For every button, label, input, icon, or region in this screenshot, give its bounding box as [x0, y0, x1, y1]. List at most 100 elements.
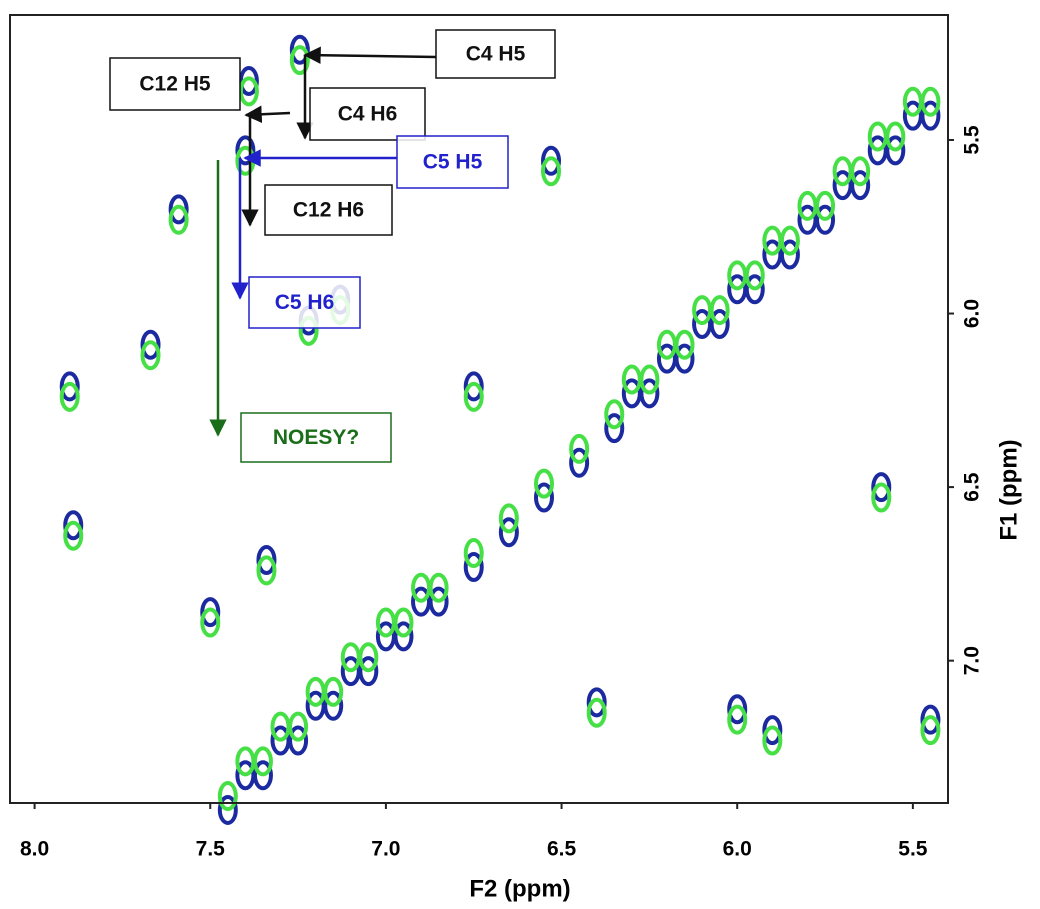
peak: [235, 746, 256, 777]
peak: [920, 715, 941, 746]
plot-frame: [9, 14, 949, 804]
x-axis-label: F2 (ppm): [469, 875, 570, 902]
annotations: C4 H5 C12 H5 C4 H6 C5 H5 C12 H6 C5 H6 NOESY?: [109, 29, 556, 463]
peak: [238, 76, 259, 107]
peak: [256, 545, 277, 576]
peak: [727, 704, 748, 735]
annotation-text: C4 H6: [338, 103, 398, 126]
peak: [902, 86, 923, 117]
peak: [140, 340, 161, 371]
annotation-text: C5 H5: [423, 151, 483, 174]
peak: [498, 503, 519, 534]
peak: [541, 145, 562, 176]
annotation-text: C12 H6: [293, 199, 364, 222]
peak: [498, 517, 519, 548]
peak: [867, 121, 888, 152]
peak: [692, 295, 713, 326]
peak: [541, 156, 562, 187]
peak: [463, 551, 484, 582]
peak: [411, 586, 432, 617]
x-tick-label: 6.0: [723, 838, 752, 861]
peak: [140, 329, 161, 360]
peak: [832, 170, 853, 201]
annotation-box: [109, 57, 241, 111]
peak: [235, 760, 256, 791]
peak: [727, 274, 748, 305]
peak: [902, 100, 923, 131]
annotation-text: C12 H5: [139, 73, 211, 96]
peak: [463, 381, 484, 412]
x-tick-label: 6.5: [547, 838, 577, 861]
peak: [621, 364, 642, 395]
y-tick-label: 6.0: [961, 299, 984, 328]
peak: [871, 472, 892, 503]
peak: [340, 642, 361, 673]
peak: [604, 399, 625, 430]
x-tick-label: 7.0: [371, 838, 400, 861]
peak: [692, 308, 713, 339]
annotation-text: C5 H6: [275, 291, 335, 314]
annotation-box: [264, 184, 393, 236]
peak: [762, 239, 783, 270]
peak: [569, 433, 590, 464]
peak: [762, 715, 783, 746]
peak: [832, 156, 853, 187]
peak: [200, 597, 221, 628]
peak: [797, 204, 818, 235]
peak: [168, 204, 189, 235]
peak: [463, 371, 484, 402]
annotation-box: [435, 29, 556, 79]
annotation-box: [240, 412, 392, 463]
peak: [656, 343, 677, 374]
peak: [586, 687, 607, 718]
peak: [270, 725, 291, 756]
annotation-arrow: [303, 46, 437, 64]
peak: [200, 607, 221, 638]
peak: [762, 225, 783, 256]
y-tick-label: 5.5: [961, 125, 984, 155]
peak: [305, 690, 326, 721]
y-tick-label: 7.0: [961, 646, 984, 675]
peak: [256, 555, 277, 586]
peak: [305, 676, 326, 707]
peak: [871, 482, 892, 513]
peak: [604, 413, 625, 444]
peak: [340, 656, 361, 687]
peak: [63, 510, 84, 541]
annotation-text: C4 H5: [466, 43, 526, 66]
peak: [59, 381, 80, 412]
peak: [217, 781, 238, 812]
peak: [586, 697, 607, 728]
y-tick-label: 6.5: [961, 472, 984, 502]
peak: [375, 621, 396, 652]
peak: [762, 725, 783, 756]
annotation-box: [248, 276, 361, 329]
x-tick-label: 8.0: [20, 838, 49, 861]
peak: [867, 135, 888, 166]
peak: [217, 794, 238, 825]
y-axis-label: F1 (ppm): [995, 439, 1022, 540]
peak: [727, 694, 748, 725]
peak: [270, 711, 291, 742]
x-tick-label: 5.5: [898, 838, 928, 861]
annotation-box: [396, 135, 509, 189]
peak: [920, 704, 941, 735]
peak: [656, 329, 677, 360]
peak: [797, 190, 818, 221]
peak: [621, 378, 642, 409]
annotation-text: NOESY?: [273, 426, 359, 449]
peak: [168, 194, 189, 225]
peak: [569, 447, 590, 478]
peak: [463, 538, 484, 569]
peak: [533, 468, 554, 499]
peak: [238, 65, 259, 96]
peak: [63, 520, 84, 551]
peak: [375, 607, 396, 638]
peak: [411, 572, 432, 603]
x-tick-label: 7.5: [196, 838, 226, 861]
peak: [727, 260, 748, 291]
peak: [533, 482, 554, 513]
annotation-arrow: [244, 105, 291, 124]
peak: [59, 371, 80, 402]
